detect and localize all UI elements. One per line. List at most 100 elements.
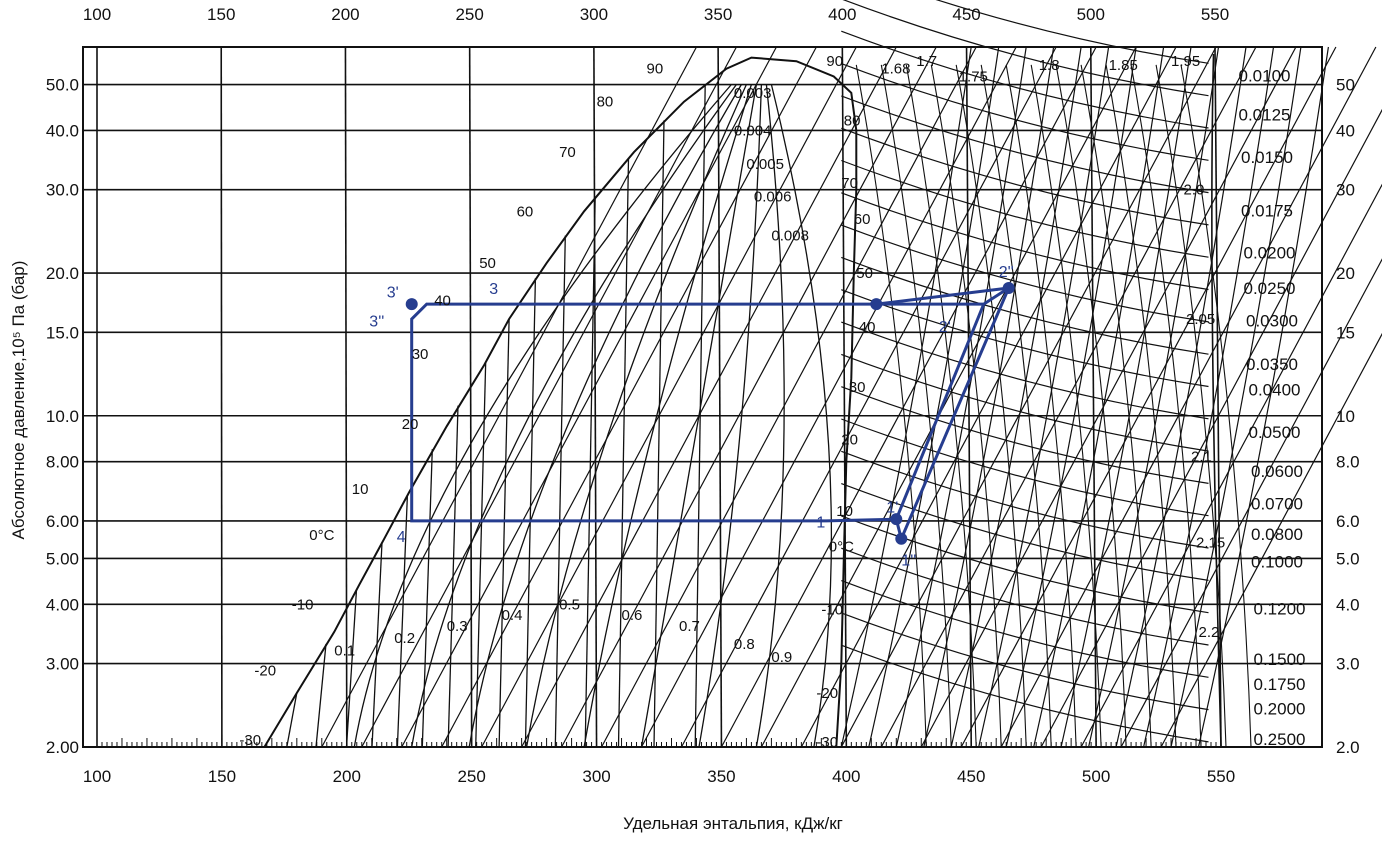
superheat-volume-line [841, 256, 1209, 355]
isotherm-liquid [584, 196, 596, 748]
entropy-label: 1.8 [1039, 57, 1060, 74]
cycle-point-label: 1 [816, 515, 825, 532]
specific-volume-line [361, 46, 737, 748]
x-tick-label-top: 350 [704, 5, 732, 24]
grid-line-vertical [841, 46, 848, 748]
superheat-volume-line [841, 127, 1209, 226]
cycle-point-label: 3 [489, 281, 498, 298]
specific-volume-line [601, 46, 977, 748]
x-tick-label-bottom: 300 [582, 767, 610, 786]
entropy-line [1088, 46, 1220, 748]
volume-label-right: 0.0600 [1251, 462, 1303, 481]
y-tick-label-left: 50.0 [46, 76, 79, 95]
isotherm-liquid [694, 84, 706, 748]
isotherm-vapor [1180, 64, 1252, 748]
isotherm-label: 60 [854, 211, 871, 228]
quality-line [353, 84, 732, 748]
y-axis-title: Абсолютное давление,10⁵ Па (бар) [9, 261, 28, 540]
isotherm-label: 20 [841, 432, 858, 449]
cycle-point-label: 4 [397, 529, 406, 546]
y-tick-label-right: 20 [1336, 264, 1355, 283]
grid-line-vertical [717, 46, 723, 748]
entropy-line [1197, 46, 1329, 748]
quality-line [770, 84, 833, 748]
y-tick-label-right: 4.0 [1336, 595, 1360, 614]
quality-label: 0.4 [502, 607, 523, 624]
y-tick-label-left: 3.00 [46, 655, 79, 674]
specific-volume-line [521, 46, 897, 748]
volume-label-right: 0.0200 [1244, 244, 1296, 263]
isotherm-liquid [524, 278, 537, 748]
specific-volume-line [640, 46, 1017, 748]
y-tick-label-right: 15 [1336, 323, 1355, 342]
y-tick-label-right: 40 [1336, 121, 1355, 140]
x-tick-label-bottom: 500 [1082, 767, 1110, 786]
superheat-volume-line [841, 644, 1209, 743]
entropy-label: 2.1 [1191, 449, 1212, 466]
cycle-segment [876, 286, 1009, 306]
quality-label: 0.9 [771, 649, 792, 666]
entropy-line [840, 46, 972, 748]
isotherm-vapor [880, 64, 952, 748]
y-tick-label-right: 30 [1336, 181, 1355, 200]
y-tick-label-left: 10.0 [46, 407, 79, 426]
grid-line-vertical [468, 46, 473, 748]
isotherm-label: -30 [239, 732, 261, 749]
superheat-volume-line [841, 159, 1209, 258]
y-tick-label-left: 40.0 [46, 121, 79, 140]
cycle-point-label: 1'' [901, 553, 916, 570]
cycle-path [410, 284, 1013, 544]
entropy-line [923, 46, 1055, 748]
x-tick-label-top: 450 [952, 5, 980, 24]
volume-label: 0.004 [734, 122, 772, 139]
cycle-point-marker [405, 298, 418, 311]
isotherm-label: 70 [559, 144, 576, 161]
isotherm-liquid [345, 589, 358, 748]
superheat-volume-line [841, 63, 1209, 161]
x-tick-label-top: 550 [1201, 5, 1229, 24]
isotherm-vapor [955, 64, 1027, 748]
x-tick-label-bottom: 200 [333, 767, 361, 786]
volume-label-right: 0.0100 [1239, 67, 1291, 86]
superheat-volume-line [841, 289, 1209, 388]
y-tick-label-right: 10 [1336, 407, 1355, 426]
entropy-label: 1.68 [881, 61, 910, 78]
y-tick-label-right: 8.0 [1336, 453, 1360, 472]
volume-label-right: 0.0300 [1246, 312, 1298, 331]
isotherm-liquid [475, 361, 487, 748]
x-axis-title: Удельная энтальпия, кДж/кг [623, 814, 843, 833]
y-tick-label-right: 2.0 [1336, 738, 1360, 757]
y-tick-label-left: 2.00 [46, 738, 79, 757]
entropy-label: 1.85 [1109, 57, 1138, 74]
specific-volume-line [1040, 108, 1382, 748]
y-tick-label-right: 6.0 [1336, 512, 1360, 531]
grid-line-vertical [344, 46, 348, 748]
specific-volume-line [321, 46, 697, 748]
entropy-label: 2.2 [1199, 624, 1220, 641]
volume-label-right: 0.2000 [1254, 700, 1306, 719]
isotherm-liquid [498, 318, 510, 748]
specific-volume-line [561, 46, 937, 748]
cycle-point-label: 3'' [369, 314, 384, 331]
entropy-label: 1.7 [916, 53, 937, 70]
y-tick-label-right: 50 [1336, 76, 1355, 95]
quality-label: 0.8 [734, 636, 755, 653]
isotherm-label: 90 [826, 53, 843, 70]
isotherm-vapor [930, 64, 1002, 748]
isotherm-vapor [1105, 64, 1177, 748]
isotherm-vapor [855, 64, 927, 748]
y-tick-label-left: 20.0 [46, 264, 79, 283]
x-tick-label-bottom: 400 [832, 767, 860, 786]
entropy-line [868, 46, 1000, 748]
cycle-point-label: 3' [387, 285, 399, 302]
x-tick-label-bottom: 450 [957, 767, 985, 786]
isotherm-label: 30 [412, 346, 429, 363]
volume-label-right: 0.1750 [1254, 675, 1306, 694]
isotherm-vapor [1080, 64, 1152, 748]
chart-boundary-curve [1211, 53, 1222, 748]
isotherm-vapor [980, 64, 1052, 748]
x-tick-label-bottom: 350 [707, 767, 735, 786]
entropy-line [1060, 46, 1192, 748]
x-tick-label-bottom: 250 [457, 767, 485, 786]
isotherm-label: -30 [816, 734, 838, 751]
